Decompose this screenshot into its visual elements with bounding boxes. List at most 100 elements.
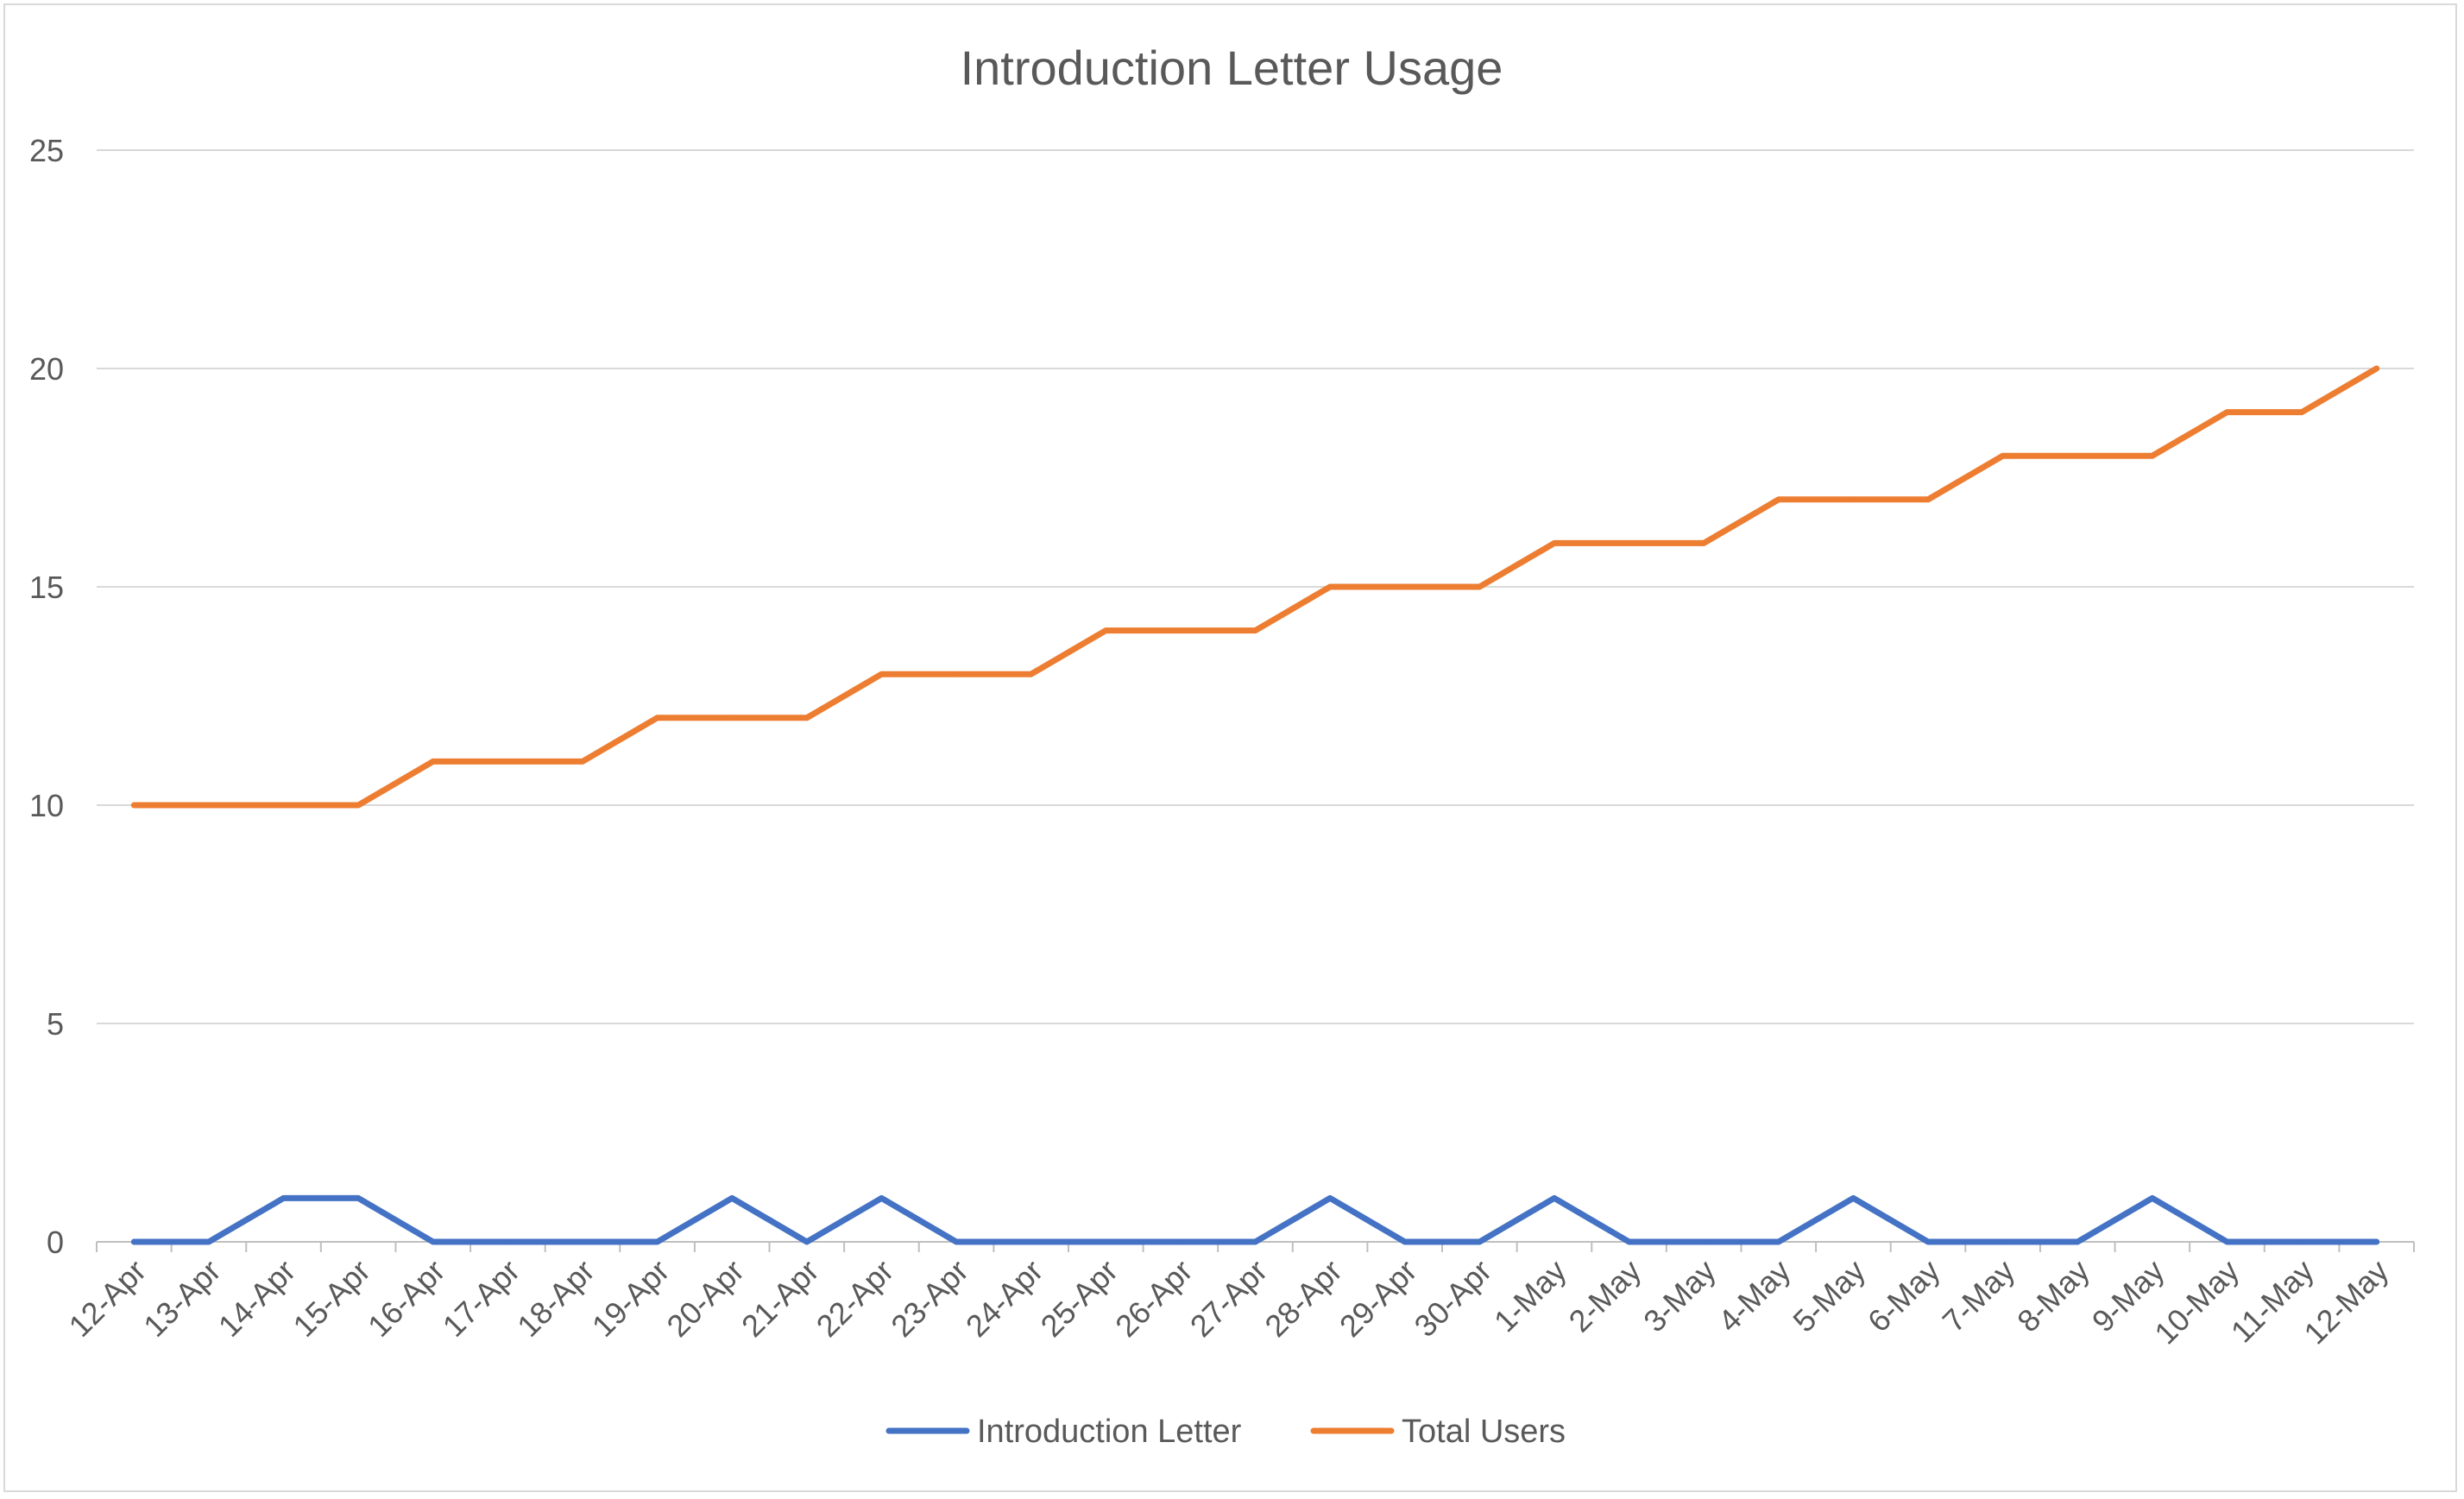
series-line bbox=[130, 1194, 2380, 1245]
x-tick-label: 2-May bbox=[1561, 1253, 1648, 1339]
x-tick-label: 22-Apr bbox=[810, 1253, 900, 1344]
y-tick-label: 20 bbox=[29, 351, 64, 387]
x-tick-label: 29-Apr bbox=[1333, 1253, 1423, 1344]
data-point bbox=[280, 803, 287, 808]
data-point bbox=[1701, 1239, 1707, 1244]
data-point bbox=[2075, 453, 2081, 459]
data-point bbox=[280, 1195, 287, 1201]
x-tick-label: 28-Apr bbox=[1257, 1253, 1348, 1344]
data-point bbox=[1775, 496, 1781, 502]
data-point bbox=[1925, 496, 1931, 502]
data-point bbox=[1327, 584, 1333, 589]
x-tick-label: 20-Apr bbox=[659, 1253, 750, 1344]
data-point bbox=[131, 1239, 137, 1244]
data-point bbox=[729, 1195, 735, 1201]
y-tick-label: 5 bbox=[47, 1006, 64, 1042]
data-point bbox=[1551, 540, 1557, 546]
x-tick-label: 12-Apr bbox=[62, 1253, 153, 1344]
data-point bbox=[131, 803, 137, 808]
x-tick-label: 12-May bbox=[2297, 1253, 2395, 1351]
data-point bbox=[1477, 1239, 1483, 1244]
x-tick-label: 27-Apr bbox=[1183, 1253, 1274, 1344]
series-group bbox=[130, 365, 2380, 809]
x-tick-label: 5-May bbox=[1786, 1253, 1872, 1339]
x-tick-label: 10-May bbox=[2147, 1253, 2246, 1351]
x-tick-label: 13-Apr bbox=[136, 1253, 227, 1344]
data-point bbox=[954, 671, 960, 677]
data-point bbox=[2373, 1239, 2379, 1244]
data-point bbox=[505, 1239, 511, 1244]
data-point bbox=[1177, 627, 1183, 633]
y-tick-label: 15 bbox=[29, 570, 64, 605]
x-tick-label: 25-Apr bbox=[1034, 1253, 1125, 1344]
data-point bbox=[2149, 1195, 2155, 1201]
y-tick-label: 0 bbox=[47, 1225, 64, 1260]
x-tick-label: 1-May bbox=[1487, 1253, 1573, 1339]
data-point bbox=[1252, 1239, 1258, 1244]
data-point bbox=[879, 671, 885, 677]
gridlines bbox=[97, 149, 2414, 1243]
data-point bbox=[356, 1195, 362, 1201]
data-point bbox=[1402, 584, 1408, 589]
x-tick-label: 30-Apr bbox=[1408, 1253, 1498, 1344]
legend-item: Total Users bbox=[1310, 1414, 1566, 1450]
data-point bbox=[803, 1239, 810, 1244]
data-point bbox=[1775, 1239, 1781, 1244]
data-point bbox=[2000, 453, 2006, 459]
data-point bbox=[2224, 409, 2230, 415]
data-point bbox=[579, 1239, 585, 1244]
data-point bbox=[729, 715, 735, 721]
data-point bbox=[1626, 540, 1632, 546]
data-point bbox=[1028, 1239, 1034, 1244]
data-point bbox=[1626, 1239, 1632, 1244]
data-point bbox=[205, 1239, 211, 1244]
x-tick-label: 23-Apr bbox=[884, 1253, 974, 1344]
data-point bbox=[954, 1239, 960, 1244]
data-point bbox=[356, 803, 362, 808]
x-tick-label: 14-Apr bbox=[211, 1253, 302, 1344]
data-point bbox=[2149, 453, 2155, 459]
data-point bbox=[1850, 1195, 1856, 1201]
x-tick-label: 15-Apr bbox=[286, 1253, 376, 1344]
data-point bbox=[1177, 1239, 1183, 1244]
legend: Introduction Letter Total Users bbox=[885, 1414, 1566, 1450]
data-point bbox=[2373, 366, 2379, 371]
data-point bbox=[2000, 1239, 2006, 1244]
x-tick-label: 18-Apr bbox=[510, 1253, 601, 1344]
x-tick-label: 6-May bbox=[1861, 1253, 1947, 1339]
data-point bbox=[1925, 1239, 1931, 1244]
data-point bbox=[2299, 409, 2305, 415]
data-point bbox=[1701, 540, 1707, 546]
data-point bbox=[1402, 1239, 1408, 1244]
data-point bbox=[2075, 1239, 2081, 1244]
x-tick-label: 17-Apr bbox=[436, 1253, 526, 1344]
data-point bbox=[1103, 627, 1109, 633]
chart-title: Introduction Letter Usage bbox=[961, 41, 1503, 95]
legend-item: Introduction Letter bbox=[885, 1414, 1242, 1450]
x-tick-label: 19-Apr bbox=[585, 1253, 676, 1344]
data-point bbox=[579, 759, 585, 765]
data-point bbox=[1252, 627, 1258, 633]
series-group bbox=[130, 1194, 2380, 1245]
x-tick-label: 16-Apr bbox=[361, 1253, 451, 1344]
data-point bbox=[803, 715, 810, 721]
data-point bbox=[654, 1239, 660, 1244]
x-tick-label: 4-May bbox=[1711, 1253, 1798, 1339]
data-point bbox=[1850, 496, 1856, 502]
data-point bbox=[1103, 1239, 1109, 1244]
x-tick-label: 8-May bbox=[2010, 1253, 2096, 1339]
data-point bbox=[1028, 671, 1034, 677]
data-point bbox=[1327, 1195, 1333, 1201]
y-axis-ticks: 0 5 10 15 20 25 bbox=[29, 133, 64, 1260]
data-point bbox=[879, 1195, 885, 1201]
data-point bbox=[1551, 1195, 1557, 1201]
series-lines bbox=[130, 365, 2380, 1245]
data-point bbox=[2299, 1239, 2305, 1244]
x-tick-label: 21-Apr bbox=[734, 1253, 825, 1344]
data-point bbox=[430, 1239, 436, 1244]
x-tick-label: 24-Apr bbox=[959, 1253, 1049, 1344]
legend-label: Total Users bbox=[1402, 1414, 1566, 1450]
data-point bbox=[2224, 1239, 2230, 1244]
x-axis-ticks: 12-Apr13-Apr14-Apr15-Apr16-Apr17-Apr18-A… bbox=[62, 1242, 2415, 1351]
